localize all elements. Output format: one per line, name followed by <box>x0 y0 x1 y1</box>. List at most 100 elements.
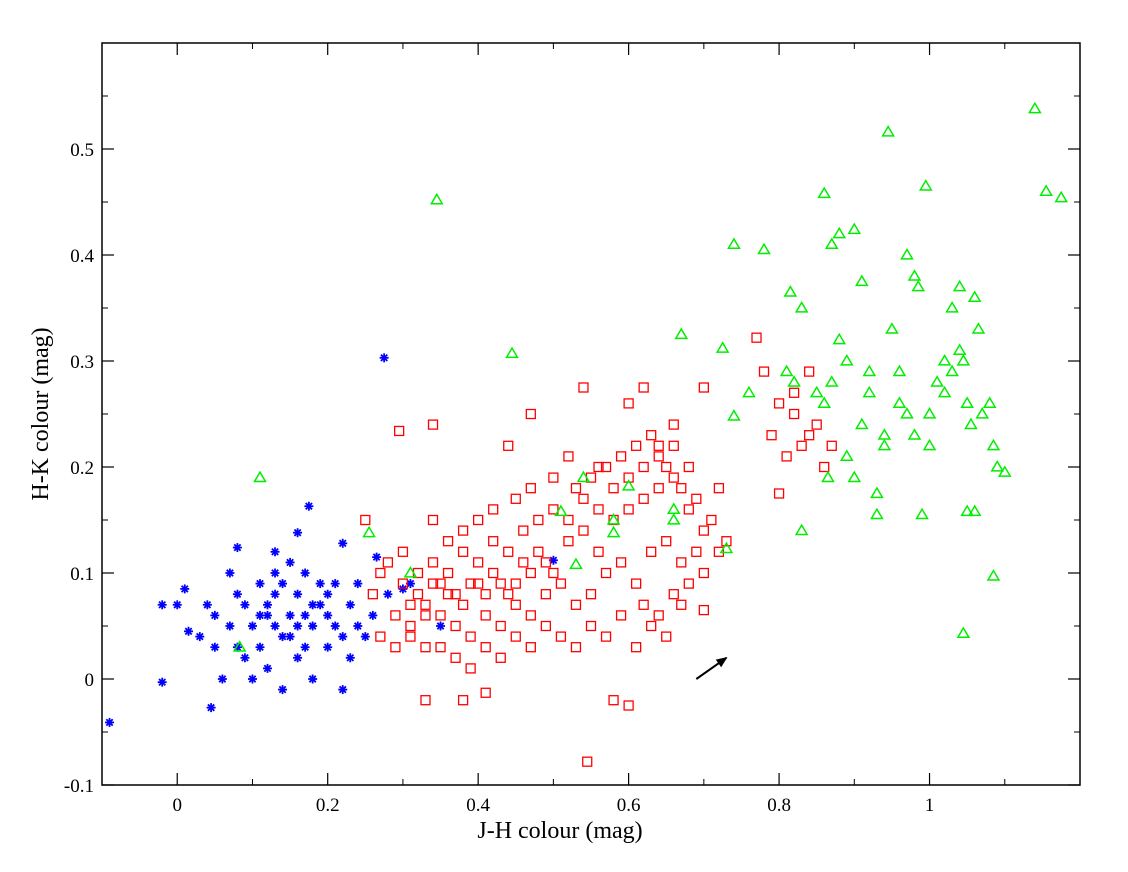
x-tick-label: 0.2 <box>316 795 340 816</box>
data-point-asterisk <box>308 621 318 631</box>
data-point-triangle <box>719 541 734 554</box>
data-point-square <box>480 589 491 600</box>
data-point-square <box>473 557 484 568</box>
data-point-square <box>623 472 634 483</box>
data-point-triangle <box>892 364 907 377</box>
data-point-triangle <box>960 504 974 517</box>
data-point-triangle <box>1054 190 1069 203</box>
data-point-square <box>668 440 679 451</box>
data-point-square <box>457 695 469 706</box>
data-point-square <box>630 578 642 589</box>
data-point-asterisk <box>405 579 415 589</box>
data-point-square <box>646 620 657 632</box>
data-point-square <box>465 578 476 589</box>
data-point-asterisk <box>225 621 235 631</box>
data-point-triangle <box>621 479 636 491</box>
data-point-square <box>442 567 454 579</box>
data-point-square <box>623 398 634 409</box>
data-point-square <box>593 546 604 557</box>
data-point-triangle <box>967 290 982 302</box>
data-point-square <box>582 756 593 767</box>
data-point-triangle <box>960 396 974 408</box>
data-point-triangle <box>505 346 519 359</box>
data-point-square <box>676 557 687 568</box>
data-point-square <box>473 578 484 589</box>
data-point-square <box>683 578 694 589</box>
data-point-asterisk <box>379 353 389 363</box>
data-point-triangle <box>997 465 1012 477</box>
data-point-square <box>615 557 627 568</box>
data-point-triangle <box>824 375 839 387</box>
data-point-square <box>653 451 664 462</box>
data-point-triangle <box>967 504 982 517</box>
data-point-square <box>548 472 559 483</box>
data-point-triangle <box>779 364 794 377</box>
data-point-square <box>480 687 491 698</box>
x-tick-label: 0.6 <box>617 795 641 816</box>
data-point-triangle <box>900 407 914 419</box>
data-point-asterisk <box>293 528 303 538</box>
data-point-square <box>427 557 439 568</box>
data-point-square <box>390 610 401 621</box>
data-point-triangle <box>576 470 591 483</box>
data-point-asterisk <box>372 552 382 562</box>
data-point-asterisk <box>206 703 216 713</box>
data-point-asterisk <box>323 642 333 652</box>
data-point-asterisk <box>202 600 212 610</box>
data-point-triangle <box>253 470 267 483</box>
data-point-asterisk <box>157 677 167 687</box>
data-point-square <box>661 461 672 473</box>
data-point-square <box>585 589 597 600</box>
data-point-asterisk <box>304 501 314 511</box>
data-point-square <box>676 599 687 610</box>
data-point-square <box>600 461 612 473</box>
data-point-square <box>788 408 800 420</box>
data-point-square <box>495 652 506 663</box>
data-point-asterisk <box>270 589 280 599</box>
data-point-square <box>488 504 499 515</box>
data-point-square <box>450 589 461 600</box>
data-point-square <box>427 514 439 526</box>
data-point-square <box>811 419 822 430</box>
data-point-square <box>781 451 792 462</box>
data-point-triangle <box>832 332 847 345</box>
data-point-square <box>412 589 424 600</box>
data-point-square <box>488 536 499 547</box>
data-point-square <box>698 382 709 393</box>
data-point-asterisk <box>353 621 363 631</box>
data-point-triangle <box>885 322 899 334</box>
data-point-triangle <box>232 640 247 652</box>
data-point-triangle <box>794 523 809 536</box>
data-point-asterisk <box>368 610 378 620</box>
data-point-square <box>375 567 386 579</box>
data-point-triangle <box>862 364 877 377</box>
data-point-square <box>646 546 657 557</box>
data-point-triangle <box>429 192 444 205</box>
data-point-asterisk <box>300 610 310 620</box>
data-point-square <box>593 461 604 473</box>
data-point-square <box>420 642 431 653</box>
data-point-asterisk <box>300 568 310 578</box>
data-marks <box>105 101 1069 767</box>
data-point-square <box>676 483 687 494</box>
data-point-asterisk <box>255 579 265 589</box>
data-point-square <box>435 578 446 589</box>
data-point-square <box>427 578 439 589</box>
data-point-square <box>615 451 627 462</box>
data-point-square <box>397 546 409 557</box>
data-point-square <box>420 610 431 621</box>
data-point-square <box>525 610 536 621</box>
data-point-asterisk <box>285 610 295 620</box>
axes: 0 0.2 0.4 0.6 0.8 1 -0.1 0 0.1 0.2 0.3 0.4 0.5 <box>64 43 1080 816</box>
data-point-asterisk <box>210 610 220 620</box>
data-point-triangle <box>986 438 1001 451</box>
data-point-triangle <box>870 507 884 520</box>
data-point-triangle <box>922 438 937 451</box>
data-point-asterisk <box>330 621 340 631</box>
data-point-square <box>525 642 536 653</box>
data-point-asterisk <box>184 626 194 636</box>
data-point-square <box>548 567 559 579</box>
data-point-asterisk <box>323 610 333 620</box>
y-tick-label: 0.5 <box>70 140 94 161</box>
data-point-square <box>405 631 416 642</box>
